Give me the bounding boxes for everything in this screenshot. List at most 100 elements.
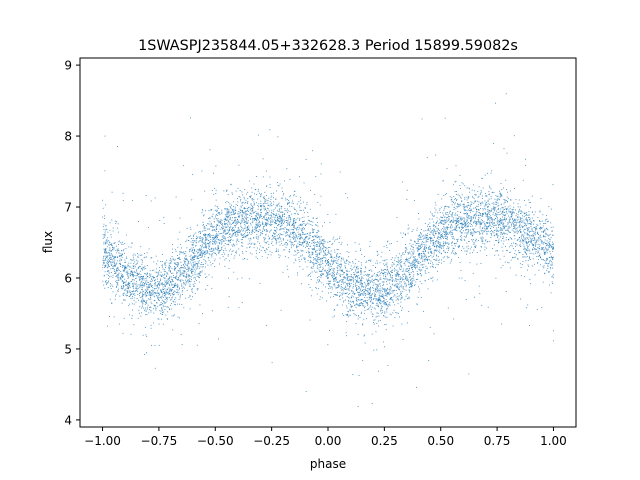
data-point [316,245,318,247]
data-point [205,261,207,263]
data-point [354,270,356,272]
data-point [221,253,223,255]
data-point [365,287,366,289]
data-point [158,284,160,286]
data-point [262,230,263,232]
data-point [317,262,319,264]
data-point [257,226,259,228]
data-point [446,217,448,219]
data-point [471,224,472,226]
data-point [138,287,140,289]
data-point [425,229,427,231]
data-point [107,263,109,265]
data-point [509,267,511,269]
data-point [355,269,357,271]
data-point [487,226,489,228]
data-point [108,244,110,246]
data-point [439,237,441,238]
data-point [458,247,460,249]
data-point [455,194,457,195]
data-point [519,240,521,242]
data-point [108,253,110,255]
data-point [358,287,360,289]
data-point [318,236,319,238]
data-point [481,246,482,248]
data-point [168,281,169,283]
data-point [224,219,226,221]
data-point [345,270,347,272]
data-point [377,289,379,291]
data-point [387,292,388,294]
data-point [436,217,438,219]
data-point [442,214,444,216]
data-point [399,253,400,255]
data-point [182,294,183,296]
data-point [380,277,382,279]
data-point [418,252,420,254]
data-point [475,201,477,202]
data-point [373,282,375,284]
data-point [429,240,431,241]
data-point [301,225,303,227]
data-point [275,207,276,209]
data-point [250,208,252,210]
data-point [495,201,497,203]
data-point [414,267,416,268]
data-point [117,270,118,272]
data-point [389,291,391,293]
data-point [160,261,162,262]
data-point [286,198,288,200]
data-point [487,199,489,201]
data-point [495,204,497,206]
data-point [153,293,155,295]
data-point [406,260,408,262]
data-point [429,266,431,268]
data-point [494,210,495,212]
data-point [210,225,211,227]
data-point [110,234,112,235]
data-point [192,257,194,259]
data-point [368,279,370,281]
data-point [215,189,217,191]
data-point [214,258,216,260]
data-point [337,260,339,262]
data-point [480,204,482,206]
data-point [139,285,141,287]
data-point [378,320,379,322]
data-point [361,303,363,305]
data-point [338,241,340,243]
data-point [464,185,466,187]
data-point [268,243,270,245]
data-point [470,233,472,235]
data-point [374,272,375,274]
data-point [347,314,349,316]
data-point [377,285,379,287]
data-point [228,244,230,246]
data-point [517,220,519,222]
data-point [358,274,360,276]
data-point [470,204,471,206]
data-point [466,236,467,238]
data-point [337,253,339,255]
data-point [552,243,554,245]
data-point [149,276,151,278]
data-point [137,294,139,295]
data-point [239,230,241,232]
data-point [373,298,375,300]
data-point [327,280,329,282]
data-point [479,194,481,195]
data-point [312,229,314,231]
data-point [188,297,190,299]
data-point [364,290,366,292]
data-point [520,210,522,212]
data-point [538,245,540,247]
data-point [526,237,528,239]
data-point [464,223,466,225]
data-point [132,276,134,278]
data-point [270,214,272,216]
data-point [105,284,107,285]
data-point [286,230,287,232]
data-point [106,259,108,261]
data-point [200,252,202,254]
data-point [318,279,320,281]
